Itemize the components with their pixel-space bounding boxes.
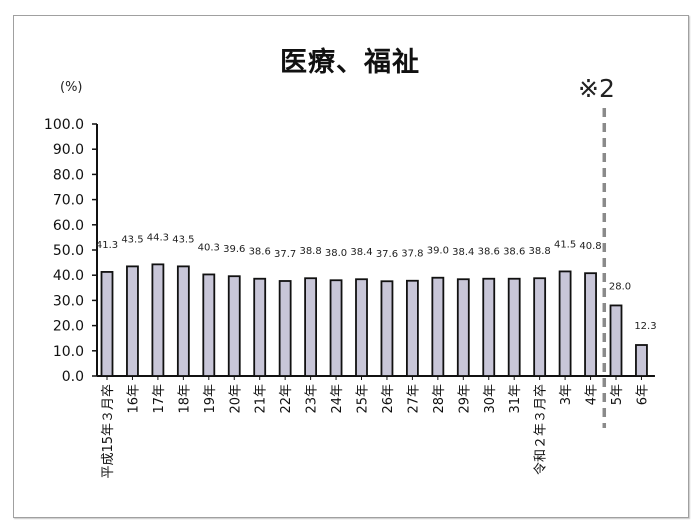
value-label: 38.6	[478, 247, 500, 258]
value-label: 41.5	[554, 239, 576, 250]
bar	[558, 270, 572, 377]
bar	[227, 275, 241, 377]
value-label: 37.8	[401, 249, 423, 260]
bar	[253, 277, 267, 377]
value-label: 38.8	[299, 246, 321, 257]
y-tick-label: 100.0	[44, 117, 84, 133]
bar	[456, 278, 470, 377]
value-label: 38.4	[452, 247, 474, 258]
value-label: 43.5	[121, 234, 143, 245]
bar	[380, 280, 394, 377]
y-tick-label: 60.0	[53, 218, 84, 234]
x-category-label: 17年	[152, 384, 167, 414]
y-tick-label: 20.0	[53, 319, 84, 335]
x-category-label: 30年	[483, 384, 498, 414]
x-category-label: 23年	[305, 384, 320, 414]
value-label: 39.0	[427, 246, 449, 257]
chart-frame	[13, 15, 689, 518]
bar	[329, 279, 343, 377]
bar	[355, 278, 368, 377]
x-category-label: 26年	[381, 384, 396, 414]
value-label: 41.3	[96, 240, 118, 251]
bar	[176, 265, 190, 377]
value-label: 40.8	[579, 241, 601, 252]
bar	[507, 277, 521, 377]
x-category-label: 6年	[635, 384, 650, 405]
value-label: 38.8	[529, 246, 551, 257]
x-category-label: 18年	[177, 384, 192, 414]
x-category-label: 27年	[406, 384, 421, 414]
x-category-label: 平成15年３月卒	[101, 384, 116, 479]
x-category-label: 4年	[585, 384, 600, 405]
y-tick-label: 80.0	[53, 167, 84, 183]
bar	[584, 272, 597, 377]
bar	[100, 271, 114, 377]
annotation-note: ※2	[578, 74, 615, 103]
bar	[482, 277, 496, 377]
bar	[202, 273, 216, 377]
value-label: 39.6	[223, 244, 245, 255]
y-tick-label: 40.0	[53, 268, 84, 284]
x-category-label: 3年	[559, 384, 574, 405]
value-label: 38.0	[325, 248, 347, 259]
x-category-label: 21年	[254, 384, 269, 414]
bar	[431, 276, 445, 377]
value-label: 38.6	[249, 247, 271, 258]
y-tick-label: 30.0	[53, 293, 84, 309]
y-tick-label: 0.0	[62, 369, 84, 385]
bar	[304, 277, 318, 377]
bar	[151, 263, 165, 377]
x-category-label: 16年	[126, 384, 141, 414]
x-category-label: 31年	[508, 384, 523, 414]
value-label: 37.6	[376, 249, 398, 260]
x-category-label: 28年	[432, 384, 447, 414]
y-axis-unit: (%)	[60, 80, 83, 95]
x-category-label: 20年	[228, 384, 243, 414]
value-label: 43.5	[172, 234, 194, 245]
bar	[405, 279, 419, 377]
x-category-label: 令和２年３月卒	[534, 384, 549, 475]
chart-title: 医療、福祉	[280, 47, 420, 78]
y-tick-label: 70.0	[53, 193, 84, 209]
y-tick-label: 90.0	[53, 142, 84, 158]
value-label: 38.6	[503, 247, 525, 258]
bar	[126, 265, 139, 377]
x-category-label: 22年	[279, 384, 294, 414]
value-label: 28.0	[609, 281, 631, 292]
x-category-label: 25年	[356, 384, 371, 414]
bar	[533, 277, 547, 377]
value-label: 12.3	[634, 321, 656, 332]
bar	[278, 280, 292, 377]
x-category-label: 29年	[457, 384, 472, 414]
x-category-label: 19年	[203, 384, 218, 414]
bar	[609, 304, 623, 377]
y-tick-label: 50.0	[53, 243, 84, 259]
x-category-label: 5年	[610, 384, 625, 405]
value-label: 38.4	[350, 247, 372, 258]
bar	[635, 344, 648, 377]
value-label: 40.3	[198, 242, 220, 253]
x-category-label: 24年	[330, 384, 345, 414]
y-tick-label: 10.0	[53, 344, 84, 360]
value-label: 44.3	[147, 232, 169, 243]
value-label: 37.7	[274, 249, 296, 260]
